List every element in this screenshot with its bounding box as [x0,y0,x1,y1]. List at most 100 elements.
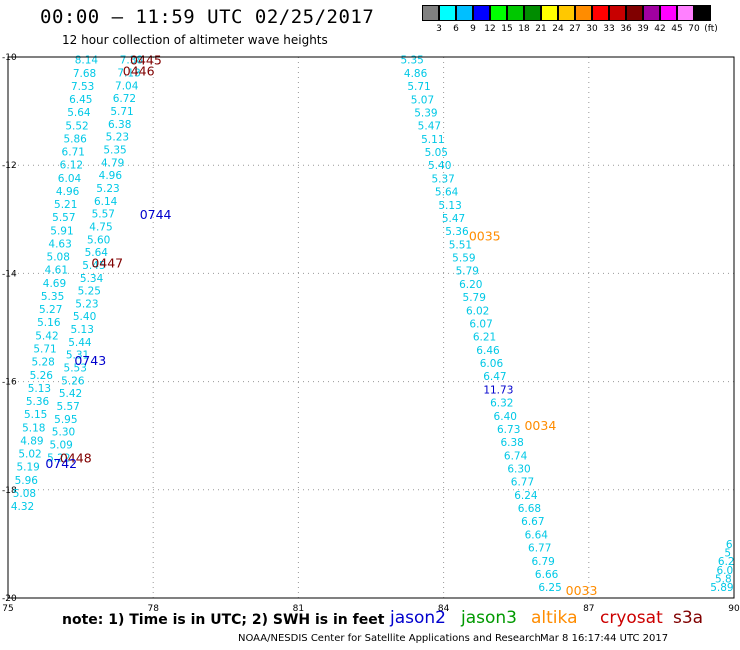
y-tick-label: -20 [2,594,17,604]
pass-time-label: 0447 [91,256,123,271]
swh-value-label: 8.14 [75,55,99,67]
color-scale-label: 70 [688,24,700,34]
swh-value-label: 6.06 [480,358,504,370]
swh-value-label: 5.79 [463,292,486,304]
color-swatch [643,5,660,21]
swh-value-label: 6.67 [521,516,544,528]
swh-value-label: 5.71 [407,81,430,93]
color-swatch [456,5,473,21]
swh-value-label: 5.47 [418,121,441,133]
swh-value-label: 6.30 [507,463,530,475]
swh-value-label: 5.30 [52,427,75,439]
swh-value-label: 5.64 [435,187,459,199]
color-scale-label: (ft) [704,24,718,34]
swh-value-label: 7.68 [73,68,96,80]
color-scale-label: 30 [586,24,598,34]
legend-jason3: jason3 [461,608,517,628]
swh-value-label: 5.07 [411,94,434,106]
x-tick-label: 87 [583,604,594,614]
swh-value-label: 6.12 [60,160,83,172]
swh-value-label: 4.61 [45,265,68,277]
chart-title: 00:00 — 11:59 UTC 02/25/2017 [40,6,375,28]
swh-value-label: 5.21 [54,199,77,211]
swh-value-label: 5.64 [67,107,91,119]
swh-value-label: 6.04 [58,173,82,185]
swh-value-label: 7.53 [71,81,94,93]
swh-value-label: 6.74 [504,450,528,462]
swh-value-label: 6.47 [483,371,506,383]
swh-value-label: 5.23 [106,132,129,144]
swh-value-label: 6.32 [490,398,513,410]
swh-value-label: 4.79 [101,157,124,169]
color-swatch [609,5,626,21]
swh-value-label: 5.47 [442,213,465,225]
swh-value-label: 5.51 [449,239,472,251]
swh-value-label: 5.53 [64,363,87,375]
color-swatch [439,5,456,21]
swh-value-label: 5.18 [22,422,45,434]
swh-value-label: 5.91 [50,225,73,237]
swh-value-label: 6.77 [511,477,534,489]
swh-value-label: 5.42 [59,388,82,400]
swh-value-label: 4.32 [11,501,34,513]
swh-value-label: 5.28 [31,357,54,369]
color-scale-label: 39 [637,24,649,34]
swh-value-label: 6.25 [538,582,561,594]
pass-time-label: 0446 [123,64,155,79]
swh-value-label: 5.35 [400,55,423,67]
color-scale-label: 45 [671,24,683,34]
legend-jason2: jason2 [390,608,446,628]
swh-value-label: 5.13 [438,200,461,212]
color-swatch [626,5,643,21]
color-swatch [558,5,575,21]
pass-time-label: 0033 [566,583,598,598]
swh-value-label: 5.35 [103,144,126,156]
swh-value-label: 5.36 [445,226,469,238]
swh-value-label: 5.05 [425,147,448,159]
pass-time-label: 0035 [469,229,501,244]
color-swatch [524,5,541,21]
swh-value-label: 5.95 [54,414,77,426]
color-swatch [592,5,609,21]
color-scale-label: 9 [470,24,476,34]
color-scale-label: 18 [518,24,530,34]
swh-value-label: 5.23 [75,298,98,310]
swh-value-label: 5.71 [110,106,133,118]
x-tick-label: 90 [728,604,740,614]
legend-altika: altika [531,608,578,628]
swh-value-label: 6.79 [531,556,554,568]
swh-value-label: 5.35 [41,291,64,303]
swh-value-label: 5.52 [65,120,88,132]
pass-time-label: 0448 [60,450,92,465]
swh-value-label: 11.73 [483,384,513,396]
legend-cryosat: cryosat [600,608,663,628]
swh-value-label: 4.96 [99,170,123,182]
color-scale-label: 33 [603,24,615,34]
swh-value-label: 5 [724,548,731,560]
pass-time-label: 0743 [74,353,106,368]
swh-value-label: 6.68 [518,503,541,515]
color-scale-label: 42 [654,24,666,34]
swh-value-label: 6.45 [69,94,92,106]
color-swatch [694,5,711,21]
swh-value-label: 5.40 [73,311,96,323]
swh-value-label: 5.57 [56,401,79,413]
swh-value-label: 6.66 [535,569,559,581]
swh-value-label: 5.64 [85,247,109,259]
swh-value-label: 5.25 [78,286,101,298]
swh-value-label: 5.57 [92,209,115,221]
credit-text: NOAA/NESDIS Center for Satellite Applica… [238,633,541,644]
swh-value-label: 5.89 [710,582,733,594]
color-swatch [473,5,490,21]
swh-value-label: 6.72 [113,93,136,105]
swh-value-label: 7.13 [117,68,140,80]
swh-value-label: 6.77 [528,543,551,555]
swh-value-label: 5.37 [431,173,454,185]
swh-value-label: 5.39 [414,107,437,119]
chart-subtitle: 12 hour collection of altimeter wave hei… [62,33,328,47]
y-tick-label: -18 [2,486,17,496]
swh-value-label: 5.36 [26,396,50,408]
x-tick-label: 78 [147,604,159,614]
color-swatch [575,5,592,21]
